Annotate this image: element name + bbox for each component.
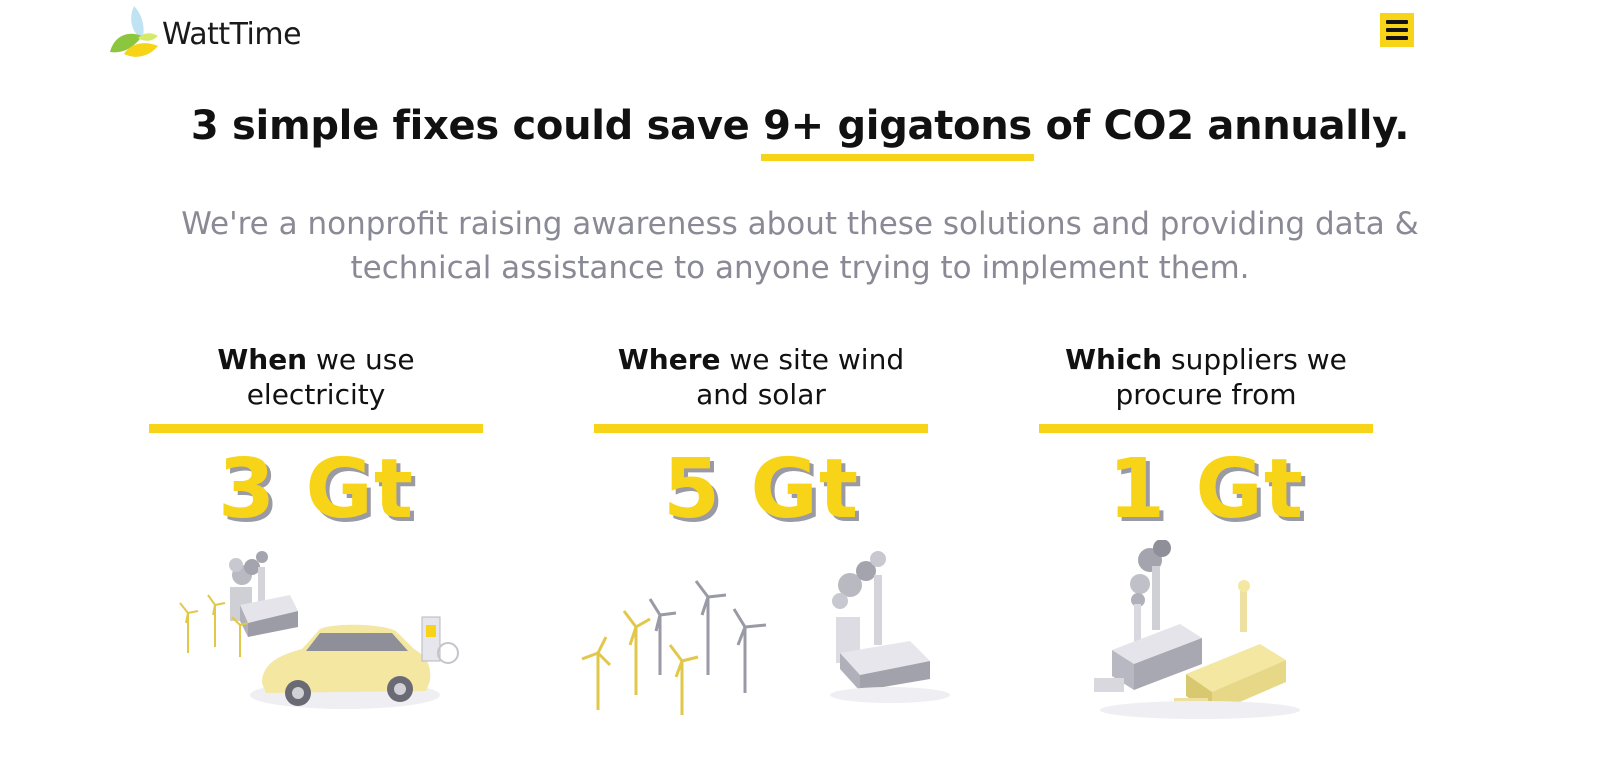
- fix-title-rest: we site wind and solar: [696, 343, 905, 411]
- fix-divider: [594, 424, 928, 433]
- fix-value: 3 Gt: [217, 442, 415, 537]
- hamburger-line: [1386, 28, 1408, 32]
- site-header: WattTime: [0, 0, 1600, 70]
- brand-name: WattTime: [162, 16, 302, 52]
- fix-title-bold: Which: [1065, 343, 1163, 376]
- fix-divider: [1039, 424, 1373, 433]
- fix-card-where: Where we site wind and solar 5 Gt: [594, 342, 928, 535]
- fix-divider: [149, 424, 483, 433]
- headline-text-start: 3 simple fixes could save: [190, 103, 764, 149]
- fix-title-rest: we use electricity: [246, 343, 415, 411]
- hamburger-line: [1386, 36, 1408, 40]
- fix-title: When we use electricity: [149, 342, 483, 414]
- page-subheading: We're a nonprofit raising awareness abou…: [181, 206, 1419, 286]
- fix-title: Which suppliers we procure from: [1039, 342, 1373, 414]
- fix-value: 1 Gt: [1107, 442, 1305, 537]
- electric-car-illustration: [179, 551, 459, 709]
- fix-value: 5 Gt: [662, 442, 860, 537]
- factories-illustration: [1094, 540, 1300, 719]
- fix-card-which: Which suppliers we procure from 1 Gt: [1039, 342, 1373, 535]
- headline-highlight: 9+ gigatons: [761, 103, 1034, 161]
- menu-button[interactable]: [1380, 13, 1414, 47]
- fix-title-bold: When: [217, 343, 308, 376]
- fix-card-when: When we use electricity 3 Gt: [149, 342, 483, 535]
- fix-title-bold: Where: [617, 343, 721, 376]
- fix-title: Where we site wind and solar: [594, 342, 928, 414]
- wattime-logo[interactable]: WattTime: [108, 2, 302, 62]
- logo-leaf-icon: [110, 6, 158, 57]
- hamburger-menu-icon: [1386, 20, 1408, 24]
- wind-and-plant-illustration: [581, 551, 950, 715]
- headline-text-end: of CO2 annually.: [1031, 103, 1410, 149]
- fix-title-rest: suppliers we procure from: [1115, 343, 1347, 411]
- page-headline: 3 simple fixes could save 9+ gigatons of…: [0, 103, 1600, 161]
